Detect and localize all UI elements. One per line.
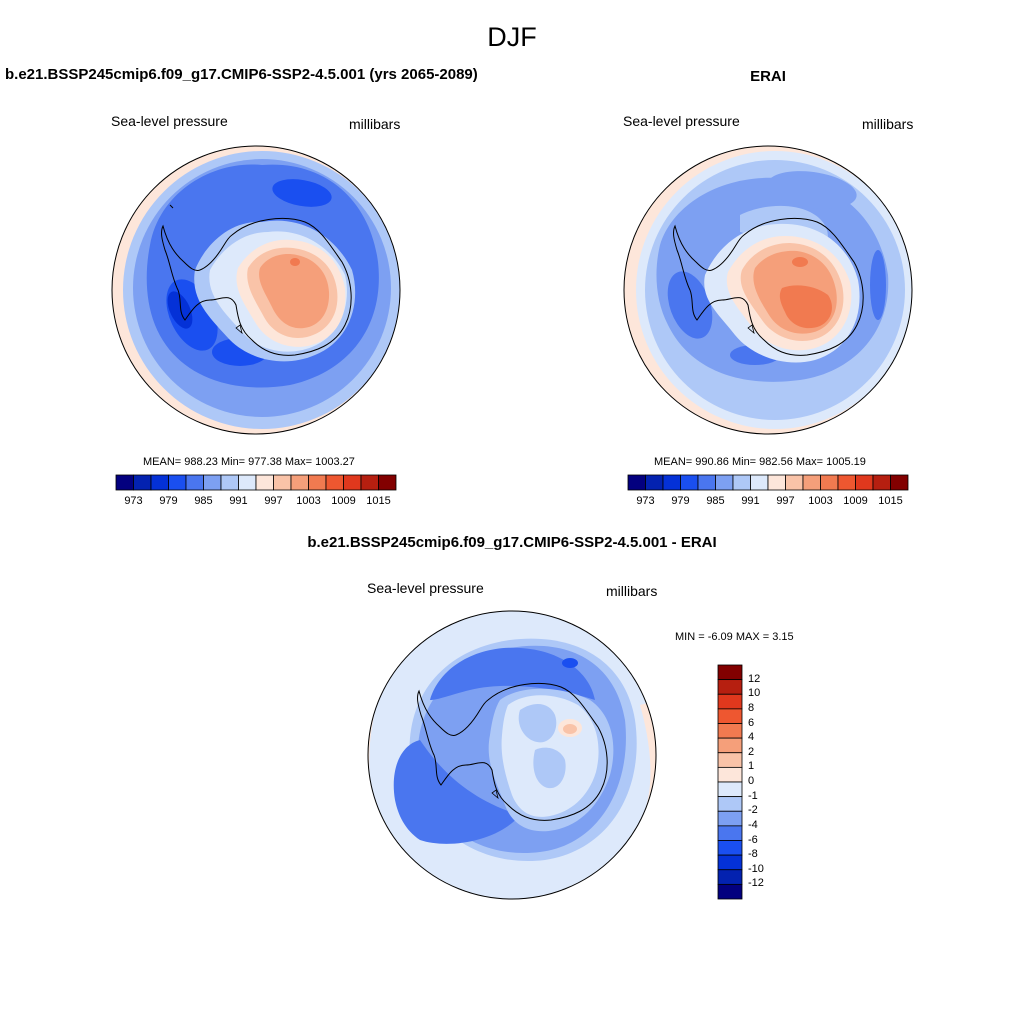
obs-colorbar-swatch (750, 474, 769, 491)
obs-colorbar-tick-label: 973 (636, 495, 655, 507)
obs-colorbar-swatch (837, 474, 856, 491)
obs-colorbar-swatch (890, 474, 909, 491)
obs-colorbar-swatch (767, 474, 786, 491)
diff-panel-title: b.e21.BSSP245cmip6.f09_g17.CMIP6-SSP2-4.… (307, 534, 717, 551)
diff-colorbar-tick-label: 0 (748, 775, 755, 787)
diff-colorbar-tick-label: -12 (748, 877, 764, 890)
model-colorbar-swatch (273, 474, 292, 491)
obs-colorbar (627, 474, 909, 491)
diff-colorbar-swatch (717, 737, 743, 754)
obs-panel-title: ERAI (750, 68, 786, 85)
diff-colorbar-tick-label: 4 (748, 731, 755, 744)
model-colorbar (115, 474, 397, 491)
diff-colorbar (717, 664, 743, 900)
obs-colorbar-swatch (872, 474, 891, 491)
diff-colorbar-swatch (717, 810, 743, 827)
model-panel-title: b.e21.BSSP245cmip6.f09_g17.CMIP6-SSP2-4.… (5, 66, 478, 83)
obs-colorbar-swatch (732, 474, 751, 491)
model-colorbar-tick-label: 979 (159, 495, 178, 507)
model-colorbar-tick-label: 1003 (296, 495, 321, 507)
model-colorbar-swatch (343, 474, 362, 491)
obs-colorbar-tick-label: 991 (741, 495, 760, 507)
obs-colorbar-swatch (785, 474, 804, 491)
obs-map (623, 145, 913, 435)
model-colorbar-tick-label: 997 (264, 495, 283, 507)
obs-colorbar-swatch (645, 474, 664, 491)
obs-colorbar-tick-label: 1003 (808, 495, 833, 507)
model-colorbar-swatch (220, 474, 239, 491)
page-title: DJF (487, 22, 537, 52)
model-colorbar-swatch (255, 474, 274, 491)
model-variable-label: Sea-level pressure (111, 113, 228, 129)
model-stats: MEAN= 988.23 Min= 977.38 Max= 1003.27 (143, 456, 355, 468)
model-colorbar-swatch (325, 474, 344, 491)
diff-colorbar-swatch (717, 883, 743, 900)
obs-units-label: millibars (862, 116, 914, 132)
diff-colorbar-tick-label: 1 (748, 760, 755, 773)
obs-variable-label: Sea-level pressure (623, 113, 740, 129)
obs-colorbar-swatch (627, 474, 646, 491)
model-units-label: millibars (349, 116, 401, 132)
diff-colorbar-swatch (717, 869, 743, 885)
obs-colorbar-swatch (697, 474, 716, 491)
model-colorbar-swatch (168, 474, 187, 491)
model-colorbar-tick-label: 973 (124, 495, 143, 507)
obs-stats: MEAN= 990.86 Min= 982.56 Max= 1005.19 (654, 456, 866, 468)
diff-colorbar-swatch (717, 693, 743, 710)
diff-colorbar-swatch (717, 723, 743, 739)
diff-colorbar-tick-label: -4 (748, 818, 758, 831)
model-colorbar-swatch (378, 474, 397, 491)
diff-colorbar-tick-label: -2 (748, 804, 758, 817)
obs-colorbar-tick-label: 985 (706, 495, 725, 507)
diff-colorbar-tick-label: -10 (748, 862, 764, 875)
obs-colorbar-swatch (820, 474, 839, 491)
obs-colorbar-swatch (715, 474, 734, 491)
obs-colorbar-swatch (680, 474, 699, 491)
model-colorbar-swatch (360, 474, 379, 491)
diff-colorbar-swatch (717, 752, 743, 768)
diff-colorbar-tick-label: 12 (748, 672, 761, 685)
obs-colorbar-swatch (802, 474, 821, 491)
diff-colorbar-swatch (717, 664, 743, 681)
model-colorbar-swatch (238, 474, 257, 491)
model-colorbar-swatch (133, 474, 152, 491)
obs-colorbar-swatch (855, 474, 874, 491)
model-colorbar-swatch (115, 474, 134, 491)
diff-colorbar-swatch (717, 708, 743, 724)
model-colorbar-tick-label: 1015 (366, 495, 391, 507)
diff-colorbar-tick-label: 8 (748, 701, 755, 714)
model-colorbar-swatch (203, 474, 222, 491)
diff-stats: MIN = -6.09 MAX = 3.15 (675, 631, 794, 643)
diff-colorbar-swatch (717, 854, 743, 871)
obs-colorbar-swatch (662, 474, 681, 491)
model-colorbar-tick-label: 1009 (331, 495, 356, 507)
model-map (111, 145, 401, 435)
diff-colorbar-tick-label: 10 (748, 687, 761, 700)
diff-colorbar-tick-label: 2 (748, 745, 755, 758)
diff-colorbar-swatch (717, 796, 743, 812)
diff-colorbar-tick-label: -8 (748, 848, 758, 861)
diff-colorbar-swatch (717, 781, 743, 798)
model-colorbar-swatch (150, 474, 169, 491)
diff-colorbar-tick-label: 6 (748, 716, 755, 729)
obs-colorbar-tick-label: 997 (776, 495, 795, 507)
diff-colorbar-swatch (717, 679, 743, 695)
model-colorbar-tick-label: 991 (229, 495, 248, 507)
diff-variable-label: Sea-level pressure (367, 580, 484, 596)
diff-colorbar-swatch (717, 840, 743, 856)
diff-colorbar-swatch (717, 766, 743, 783)
model-colorbar-swatch (308, 474, 327, 491)
model-colorbar-tick-label: 985 (194, 495, 213, 507)
diff-colorbar-tick-label: -1 (748, 789, 758, 802)
diff-units-label: millibars (606, 583, 658, 599)
obs-colorbar-tick-label: 1015 (878, 495, 903, 507)
model-colorbar-swatch (290, 474, 309, 491)
model-colorbar-swatch (185, 474, 204, 491)
diff-colorbar-swatch (717, 825, 743, 841)
diff-map (367, 610, 657, 900)
diff-colorbar-tick-label: -6 (748, 833, 758, 846)
obs-colorbar-tick-label: 979 (671, 495, 690, 507)
obs-colorbar-tick-label: 1009 (843, 495, 868, 507)
